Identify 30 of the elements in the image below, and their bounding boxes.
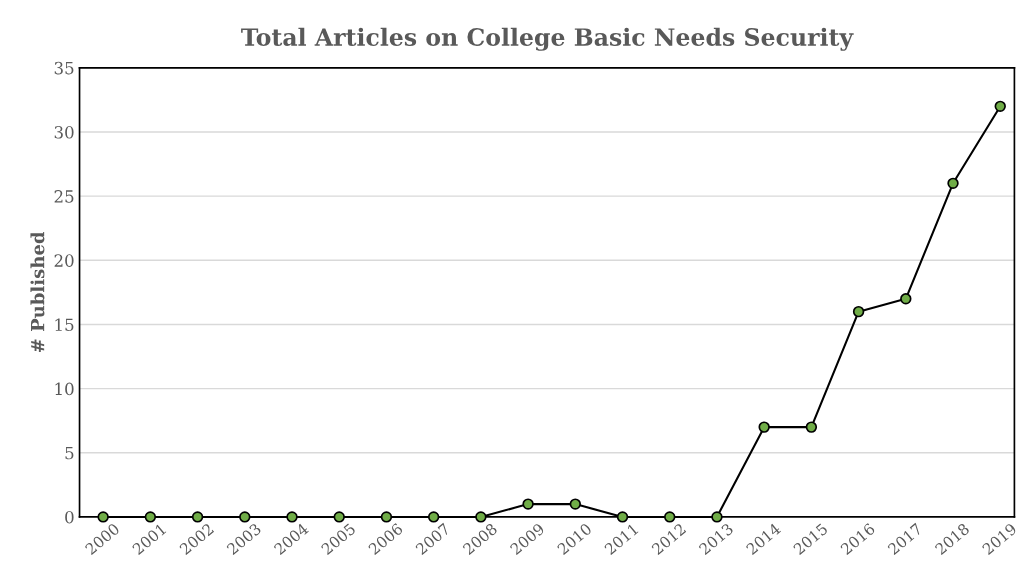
point: [239, 511, 251, 523]
chart-title: Total Articles on College Basic Needs Security: [241, 27, 854, 51]
point: [191, 511, 204, 523]
point: [569, 498, 581, 510]
point: [144, 511, 157, 523]
y-tick-label: 5: [65, 446, 74, 460]
point: [427, 511, 440, 523]
y-tick-label: 15: [55, 318, 74, 332]
point: [522, 498, 534, 510]
y-tick-label: 25: [54, 190, 74, 203]
point: [380, 511, 393, 523]
point: [97, 511, 109, 523]
point: [805, 421, 818, 433]
y-tick-label: 10: [55, 382, 74, 396]
y-tick-label: 20: [54, 254, 74, 267]
point: [286, 511, 298, 523]
y-tick-label: 30: [54, 125, 74, 139]
y-tick-label: 0: [65, 510, 74, 524]
point: [758, 421, 770, 433]
y-tick-label: 35: [54, 61, 74, 75]
point: [900, 293, 912, 305]
point: [475, 511, 487, 523]
point: [947, 177, 959, 190]
point: [711, 511, 723, 523]
point: [994, 100, 1006, 113]
point: [616, 511, 629, 523]
point: [664, 511, 676, 523]
point: [333, 511, 345, 523]
y-axis-title: # Published: [30, 231, 45, 353]
point: [852, 305, 865, 318]
